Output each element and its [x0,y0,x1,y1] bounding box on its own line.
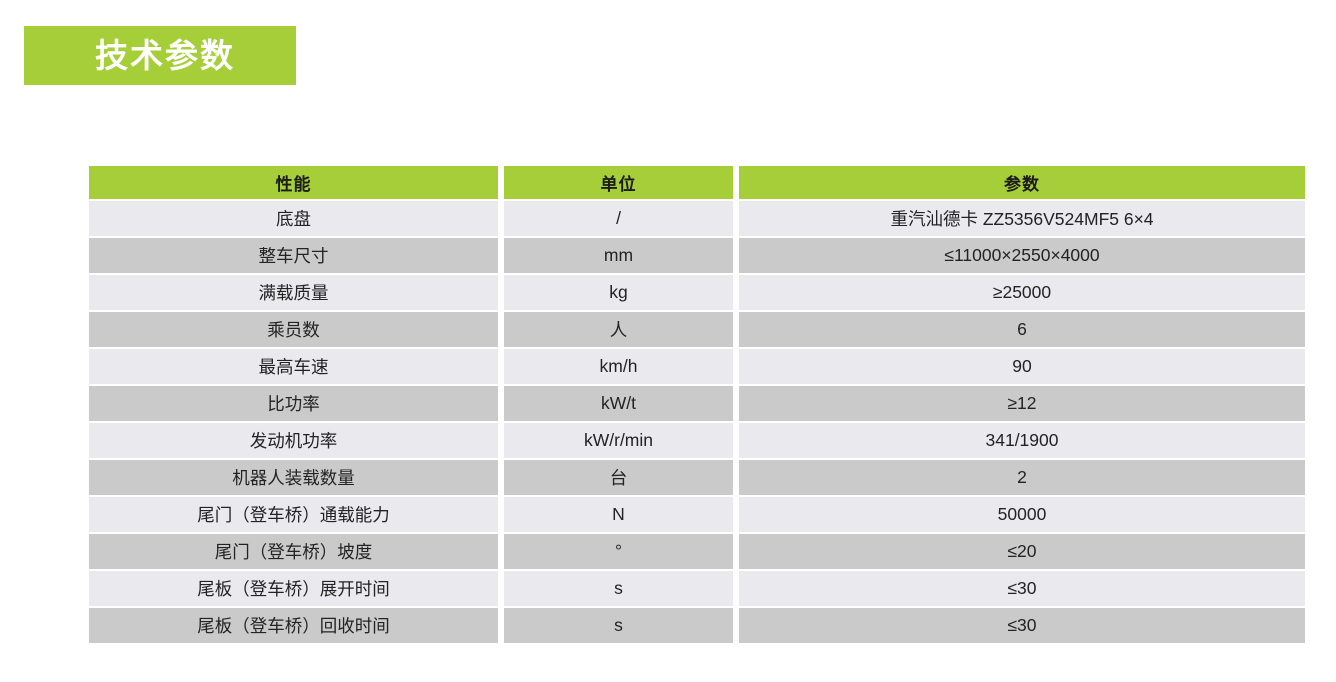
cell-performance: 尾门（登车桥）通载能力 [89,497,498,532]
table-body: 底盘 / 重汽汕德卡 ZZ5356V524MF5 6×4 整车尺寸 mm ≤11000×2… [89,201,1305,643]
technical-specifications-table: 性能 单位 参数 底盘 / 重汽汕德卡 ZZ5356V524MF5 6×4 整车尺寸 m… [83,164,1311,645]
cell-unit: 人 [504,312,733,347]
table-row: 比功率 kW/t ≥12 [89,386,1305,421]
table-row: 尾板（登车桥）展开时间 s ≤30 [89,571,1305,606]
table-row: 尾门（登车桥）通载能力 N 50000 [89,497,1305,532]
page-title: 技术参数 [95,37,235,74]
table-row: 底盘 / 重汽汕德卡 ZZ5356V524MF5 6×4 [89,201,1305,236]
cell-unit: kg [504,275,733,310]
cell-unit: / [504,201,733,236]
cell-unit: 台 [504,460,733,495]
column-header-parameter: 参数 [739,166,1305,199]
cell-parameter: ≥25000 [739,275,1305,310]
cell-performance: 机器人装载数量 [89,460,498,495]
section-banner: 技术参数 [24,26,296,85]
column-header-unit: 单位 [504,166,733,199]
table-header: 性能 单位 参数 [89,166,1305,199]
cell-performance: 尾门（登车桥）坡度 [89,534,498,569]
cell-unit: kW/t [504,386,733,421]
table-row: 机器人装载数量台 2 [89,460,1305,495]
cell-parameter: ≤20 [739,534,1305,569]
table-row: 乘员数人 6 [89,312,1305,347]
cell-unit: s [504,571,733,606]
table-row: 发动机功率 kW/r/min 341/1900 [89,423,1305,458]
table-row: 尾门（登车桥）坡度 ° ≤20 [89,534,1305,569]
cell-parameter: 6 [739,312,1305,347]
table-row: 满载质量 kg ≥25000 [89,275,1305,310]
cell-unit: ° [504,534,733,569]
table-row: 尾板（登车桥）回收时间 s ≤30 [89,608,1305,643]
cell-performance: 发动机功率 [89,423,498,458]
cell-parameter: 2 [739,460,1305,495]
cell-performance: 尾板（登车桥）展开时间 [89,571,498,606]
cell-performance: 尾板（登车桥）回收时间 [89,608,498,643]
cell-unit: mm [504,238,733,273]
column-header-performance: 性能 [89,166,498,199]
cell-parameter: ≤30 [739,571,1305,606]
cell-performance: 底盘 [89,201,498,236]
cell-parameter: 重汽汕德卡 ZZ5356V524MF5 6×4 [739,201,1305,236]
cell-performance: 满载质量 [89,275,498,310]
cell-parameter: ≥12 [739,386,1305,421]
cell-performance: 整车尺寸 [89,238,498,273]
cell-parameter: ≤30 [739,608,1305,643]
cell-unit: N [504,497,733,532]
cell-unit: s [504,608,733,643]
cell-unit: kW/r/min [504,423,733,458]
cell-unit: km/h [504,349,733,384]
cell-performance: 最高车速 [89,349,498,384]
cell-performance: 乘员数 [89,312,498,347]
cell-parameter: 50000 [739,497,1305,532]
cell-parameter: 90 [739,349,1305,384]
table-row: 整车尺寸 mm ≤11000×2550×4000 [89,238,1305,273]
cell-parameter: ≤11000×2550×4000 [739,238,1305,273]
table-header-row: 性能 单位 参数 [89,166,1305,199]
cell-performance: 比功率 [89,386,498,421]
table-row: 最高车速 km/h 90 [89,349,1305,384]
cell-parameter: 341/1900 [739,423,1305,458]
spec-table-container: 性能 单位 参数 底盘 / 重汽汕德卡 ZZ5356V524MF5 6×4 整车尺寸 m… [83,164,1305,645]
